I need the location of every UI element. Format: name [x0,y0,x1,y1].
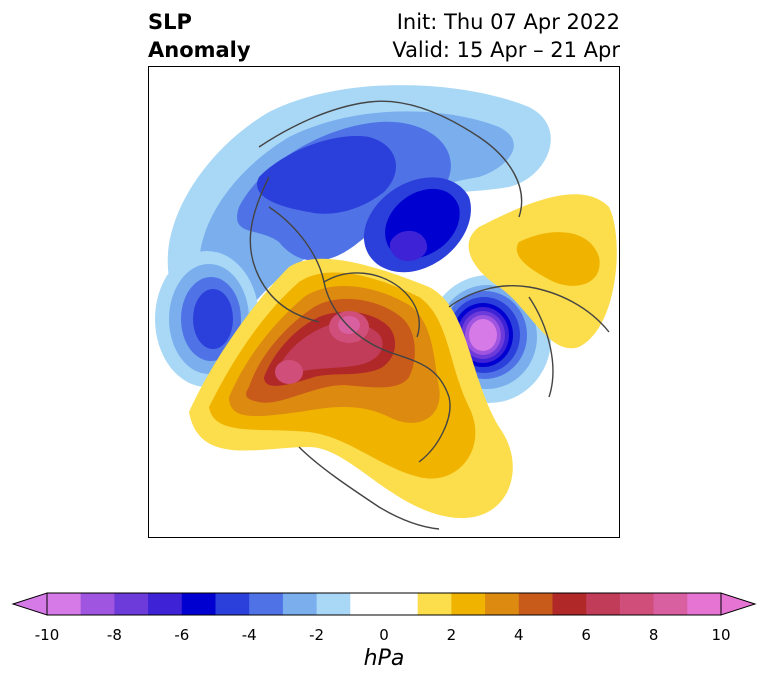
colorbar-bin [350,593,419,615]
colorbar-unit-label: hPa [363,646,405,671]
colorbar-extend-high [720,592,757,616]
colorbar-bin [215,593,250,615]
colorbar-tick-label: 6 [581,626,591,644]
colorbar-bin [249,593,284,615]
colorbar-tick-label: -6 [174,626,190,644]
colorbar [11,592,757,616]
colorbar-tick-label: 10 [711,626,731,644]
colorbar-tick-label: 0 [379,626,389,644]
colorbar-tick-label: 8 [648,626,659,644]
colorbar-extend-low [11,592,48,616]
colorbar-bin [417,593,452,615]
positive-anomaly-asia [468,194,617,349]
colorbar-bin [181,593,216,615]
negative-anomaly-arctic [167,85,551,350]
colorbar-bin [114,593,149,615]
colorbar-bin [47,593,82,615]
colorbar-bin [552,593,587,615]
title-variable-line2: Anomaly [148,38,251,62]
colorbar-tick-label: -4 [241,626,257,644]
map-panel [148,66,620,538]
chart-title-dates: Init: Thu 07 Apr 2022 Valid: 15 Apr – 21… [392,8,620,64]
colorbar-bin [80,593,115,615]
colorbar-bin [518,593,553,615]
colorbar-bin [619,593,655,615]
chart-title-variable: SLP Anomaly [148,8,251,64]
title-valid-range: Valid: 15 Apr – 21 Apr [392,38,620,62]
colorbar-bin [586,593,621,615]
colorbar-tick-label: -8 [106,626,122,644]
positive-anomaly-north-america [189,258,513,519]
colorbar-tick-label: -2 [309,626,325,644]
colorbar-tick-label: -10 [34,626,60,644]
colorbar-bin [653,593,688,615]
title-init-date: Init: Thu 07 Apr 2022 [396,10,620,34]
title-variable-line1: SLP [148,10,192,34]
colorbar-outline [46,592,722,616]
colorbar-bins [47,593,722,615]
colorbar-bin [148,593,183,615]
coastlines [249,100,610,530]
colorbar-bin [451,593,486,615]
colorbar-bin [316,593,351,615]
colorbar-bin [485,593,520,615]
colorbar-bin [687,593,722,615]
colorbar-tick-label: 2 [446,626,457,644]
colorbar-tick-label: 4 [514,626,524,644]
colorbar-bin [282,593,318,615]
anomaly-map [155,85,617,530]
